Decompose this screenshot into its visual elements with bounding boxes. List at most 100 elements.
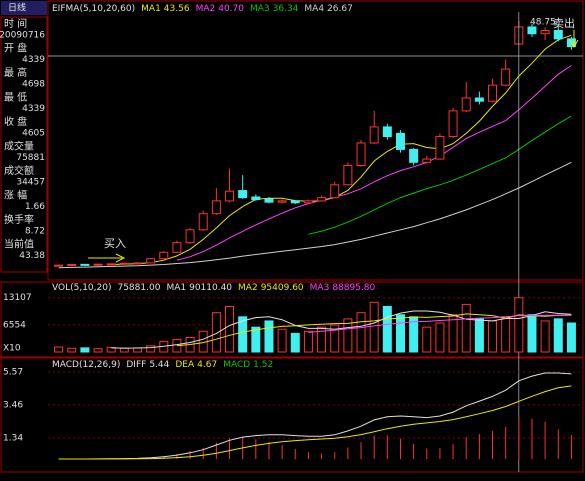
candle-body — [146, 258, 156, 264]
arrow — [569, 30, 579, 49]
legend-value: 5.44 — [149, 360, 169, 370]
arrow — [88, 253, 126, 263]
info-value: 20090716 — [0, 31, 45, 41]
candle-body — [67, 264, 77, 266]
y-tick-label: 5.57 — [3, 367, 23, 377]
candle-body — [422, 158, 432, 163]
candle-body — [119, 262, 129, 265]
legend-name: DEA — [175, 360, 195, 370]
candle-body — [409, 148, 419, 163]
candle-body — [80, 263, 90, 266]
annotation: 买入 — [104, 237, 126, 250]
volume-bar — [422, 326, 432, 353]
info-value: 43.38 — [19, 251, 45, 261]
y-tick-label: 6554 — [3, 320, 26, 330]
panel-title: MACD(12,26,9) — [52, 360, 120, 370]
info-label: 最 高 — [4, 66, 27, 79]
volume-bar — [93, 348, 103, 353]
legend-name: MA3 — [310, 283, 330, 293]
info-label: 成交量 — [4, 140, 34, 153]
candle-body — [264, 198, 274, 203]
candle-body — [159, 251, 169, 260]
candle-body — [172, 242, 182, 253]
candle-body — [290, 200, 300, 204]
ma-line — [308, 115, 572, 235]
legend-value: 40.70 — [218, 4, 244, 14]
candle-body — [54, 264, 64, 267]
info-label: 当前值 — [4, 238, 34, 251]
volume-bar — [395, 314, 405, 353]
info-label: 开 盘 — [4, 42, 27, 55]
info-value: 8.72 — [25, 227, 45, 237]
volume-bar — [119, 347, 129, 353]
candle-body — [501, 68, 511, 86]
candle-body — [461, 97, 471, 112]
volume-bar — [277, 328, 287, 353]
volume-bar — [474, 318, 484, 353]
info-value: 4698 — [22, 80, 45, 90]
legend-name: MA1 — [141, 4, 161, 14]
volume-ma-line — [176, 313, 572, 347]
y-tick-label: 13107 — [3, 293, 32, 303]
main-frame — [47, 0, 584, 281]
legend-name: MA2 — [238, 283, 258, 293]
readout: 75881.00 — [117, 283, 160, 293]
info-label: 成交额 — [4, 164, 34, 177]
volume-bar — [382, 305, 392, 353]
macd-frame — [0, 357, 584, 473]
legend-value: 43.56 — [164, 4, 190, 14]
candle-body — [382, 126, 392, 138]
panel-header: VOL(5,10,20) 75881.00 MA1 90110.40 MA2 95409.… — [52, 283, 376, 293]
candle-body — [527, 26, 537, 35]
volume-bar — [225, 305, 235, 353]
ma-line — [58, 161, 572, 269]
info-frame — [0, 16, 48, 273]
info-value: 1.66 — [25, 202, 45, 212]
candle-body — [198, 213, 208, 231]
legend-name: MA4 — [304, 4, 324, 14]
volume-bar — [146, 345, 156, 353]
volume-bar — [540, 320, 550, 353]
tab-bg[interactable] — [1, 1, 47, 15]
info-label: 最 低 — [4, 91, 27, 104]
legend-value: 90110.40 — [189, 283, 232, 293]
volume-bar — [553, 318, 563, 353]
volume-bar — [356, 312, 366, 353]
candle-body — [106, 263, 116, 266]
candle-body — [277, 200, 287, 203]
candle-body — [435, 136, 445, 160]
tab[interactable]: 日线 — [8, 2, 26, 14]
info-label: 换手率 — [4, 213, 34, 226]
volume-bar — [106, 346, 116, 353]
volume-bar — [343, 318, 353, 353]
candle-body — [303, 200, 313, 204]
volume-bar — [54, 346, 64, 353]
candle-body — [330, 184, 340, 199]
legend-name: DIFF — [126, 360, 146, 370]
volume-bar — [251, 326, 261, 353]
candle-body — [474, 97, 484, 102]
macd-line — [58, 372, 572, 460]
candle-body — [93, 263, 103, 266]
legend-name: MA1 — [166, 283, 186, 293]
legend-value: 36.34 — [273, 4, 299, 14]
legend-name: MA2 — [196, 4, 216, 14]
legend-name: MA3 — [250, 4, 270, 14]
panel-title: VOL(5,10,20) — [52, 283, 111, 293]
legend-value: 26.67 — [327, 4, 353, 14]
volume-bar — [67, 347, 77, 353]
candle-body — [488, 84, 498, 102]
info-value: 4339 — [22, 104, 45, 114]
volume-bar — [514, 297, 524, 353]
candle-body — [553, 30, 563, 40]
annotation: 卖出 — [553, 16, 575, 30]
info-label: 时 间 — [4, 17, 27, 30]
volume-bar — [317, 326, 327, 353]
panel-header: EIFMA(5,10,20,60) MA1 43.56 MA2 40.70 MA3 36.3… — [52, 4, 353, 14]
volume-bar — [80, 347, 90, 353]
volume-bar — [330, 324, 340, 353]
candle-body — [185, 229, 195, 244]
legend-value: 4.67 — [197, 360, 217, 370]
